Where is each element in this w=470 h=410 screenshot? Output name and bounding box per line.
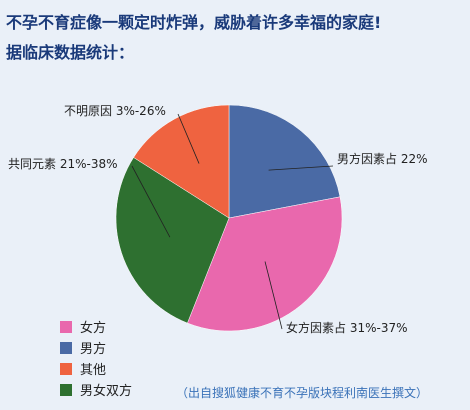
legend-item-other: 其他 <box>60 358 132 379</box>
leader-line-male <box>268 165 334 171</box>
headline: 不孕不育症像一颗定时炸弹，威胁着许多幸福的家庭! 据临床数据统计： <box>6 8 468 68</box>
leader-line-other <box>177 113 200 164</box>
legend-swatch-male <box>60 341 72 354</box>
leader-line-female <box>264 261 283 330</box>
legend-swatch-female <box>60 320 72 333</box>
legend-swatch-both <box>60 383 72 396</box>
pie-slice-both <box>115 157 230 324</box>
legend-item-both: 男女双方 <box>60 379 132 400</box>
slice-label-male: 男方因素占 22% <box>337 151 428 166</box>
pie-slice-male <box>228 104 341 219</box>
legend-swatch-other <box>60 362 72 375</box>
pie-slice-female <box>187 196 343 332</box>
legend-label-other: 其他 <box>80 363 107 378</box>
headline-line-1: 不孕不育症像一颗定时炸弹，威胁着许多幸福的家庭! <box>6 13 382 32</box>
slice-label-other: 不明原因 3%-26% <box>64 104 166 118</box>
slice-label-female: 女方因素占 31%-37% <box>286 320 408 335</box>
legend-item-male: 男方 <box>60 337 132 358</box>
legend-label-both: 男女双方 <box>80 384 133 399</box>
slice-label-both: 共同元素 21%-38% <box>8 157 118 171</box>
legend: 女方 男方 其他 男女双方 <box>60 316 132 400</box>
leader-line-both <box>131 165 171 238</box>
legend-item-female: 女方 <box>60 316 132 337</box>
legend-label-male: 男方 <box>80 342 107 357</box>
legend-label-female: 女方 <box>80 321 107 336</box>
pie-slice-other <box>133 104 230 219</box>
headline-line-2: 据临床数据统计： <box>6 43 135 62</box>
source-note: （出自搜狐健康不育不孕版块程利南医生撰文） <box>176 386 429 400</box>
